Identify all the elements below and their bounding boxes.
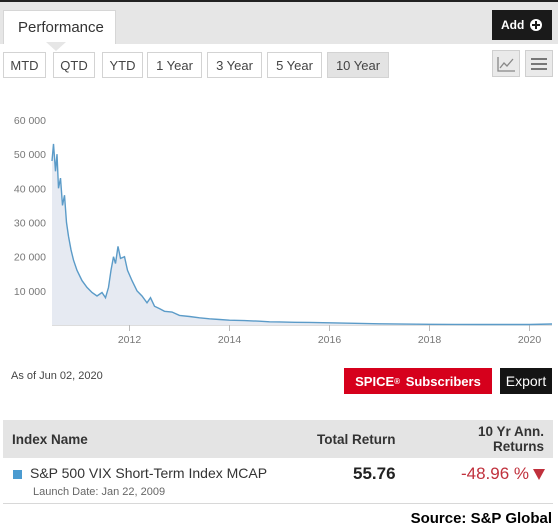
range-1y-button[interactable]: 1 Year xyxy=(147,52,202,78)
performance-line xyxy=(51,143,553,326)
header-bar: Performance Add xyxy=(0,0,558,44)
y-tick-label: 20 000 xyxy=(14,252,46,264)
range-label: 10 Year xyxy=(335,57,381,73)
table-header: Index Name Total Return 10 Yr Ann. Retur… xyxy=(3,420,553,458)
range-label: QTD xyxy=(60,57,88,73)
column-annual-returns-line2: Returns xyxy=(492,439,544,454)
range-qtd-button[interactable]: QTD xyxy=(53,52,95,78)
column-annual-returns-line1: 10 Yr Ann. xyxy=(477,424,544,439)
range-10y-button[interactable]: 10 Year xyxy=(327,52,389,78)
as-of-prefix: As of xyxy=(11,370,37,382)
range-label: YTD xyxy=(109,57,136,73)
range-ytd-button[interactable]: YTD xyxy=(102,52,143,78)
plus-circle-icon xyxy=(530,19,543,31)
launch-date: Launch Date: Jan 22, 2009 xyxy=(33,486,166,498)
tab-caret xyxy=(46,42,66,51)
registered-mark: ® xyxy=(394,376,401,386)
menu-button[interactable] xyxy=(525,50,553,77)
range-label: 5 Year xyxy=(276,57,313,73)
index-name: S&P 500 VIX Short-Term Index MCAP xyxy=(30,465,268,481)
range-label: 1 Year xyxy=(156,57,193,73)
y-tick-label: 40 000 xyxy=(14,183,46,195)
as-of-date: As of Jun 02, 2020 xyxy=(11,370,103,382)
column-total-return: Total Return xyxy=(317,432,396,447)
x-tick-label: 2014 xyxy=(218,334,242,346)
annual-return-value: -48.96 % xyxy=(461,464,545,484)
column-index-name: Index Name xyxy=(12,432,88,447)
performance-area xyxy=(52,143,552,325)
add-button-label: Add xyxy=(501,18,525,32)
line-chart-view-button[interactable] xyxy=(492,50,520,77)
x-tick-label: 2018 xyxy=(418,334,442,346)
spice-label: SPICE xyxy=(355,373,395,389)
tab-performance[interactable]: Performance xyxy=(3,10,116,44)
menu-icon xyxy=(531,57,547,70)
spice-suffix: Subscribers xyxy=(405,373,481,389)
line-chart-icon xyxy=(497,56,515,72)
range-3y-button[interactable]: 3 Year xyxy=(207,52,262,78)
y-tick-label: 50 000 xyxy=(14,149,46,161)
column-annual-returns: 10 Yr Ann. Returns xyxy=(478,424,544,454)
series-color-swatch xyxy=(13,470,22,479)
export-label: Export xyxy=(505,373,547,389)
y-tick-label: 60 000 xyxy=(14,115,46,127)
down-arrow-icon xyxy=(533,468,545,480)
range-label: 3 Year xyxy=(216,57,253,73)
total-return-value: 55.76 xyxy=(353,464,396,483)
export-button[interactable]: Export xyxy=(500,368,552,394)
as-of-value: Jun 02, 2020 xyxy=(39,370,103,382)
table-row[interactable]: S&P 500 VIX Short-Term Index MCAP Launch… xyxy=(3,458,553,504)
annual-return-text: -48.96 % xyxy=(460,464,529,483)
x-tick-label: 2016 xyxy=(318,334,342,346)
range-5y-button[interactable]: 5 Year xyxy=(267,52,322,78)
add-button[interactable]: Add xyxy=(492,10,552,40)
range-label: MTD xyxy=(10,57,39,73)
y-tick-label: 10 000 xyxy=(14,286,46,298)
source-caption: Source: S&P Global xyxy=(410,510,552,527)
range-mtd-button[interactable]: MTD xyxy=(3,52,46,78)
x-tick-label: 2020 xyxy=(518,334,542,346)
y-axis: 60 000 50 000 40 000 30 000 20 000 10 000 xyxy=(14,115,46,298)
tab-performance-label: Performance xyxy=(18,19,104,36)
y-tick-label: 30 000 xyxy=(14,218,46,230)
x-tick-label: 2012 xyxy=(118,334,142,346)
x-axis: 2012 2014 2016 2018 2020 xyxy=(52,324,552,346)
performance-chart: 60 000 50 000 40 000 30 000 20 000 10 000 201… xyxy=(14,115,553,346)
spice-subscribers-button[interactable]: SPICE ® Subscribers xyxy=(344,368,492,394)
